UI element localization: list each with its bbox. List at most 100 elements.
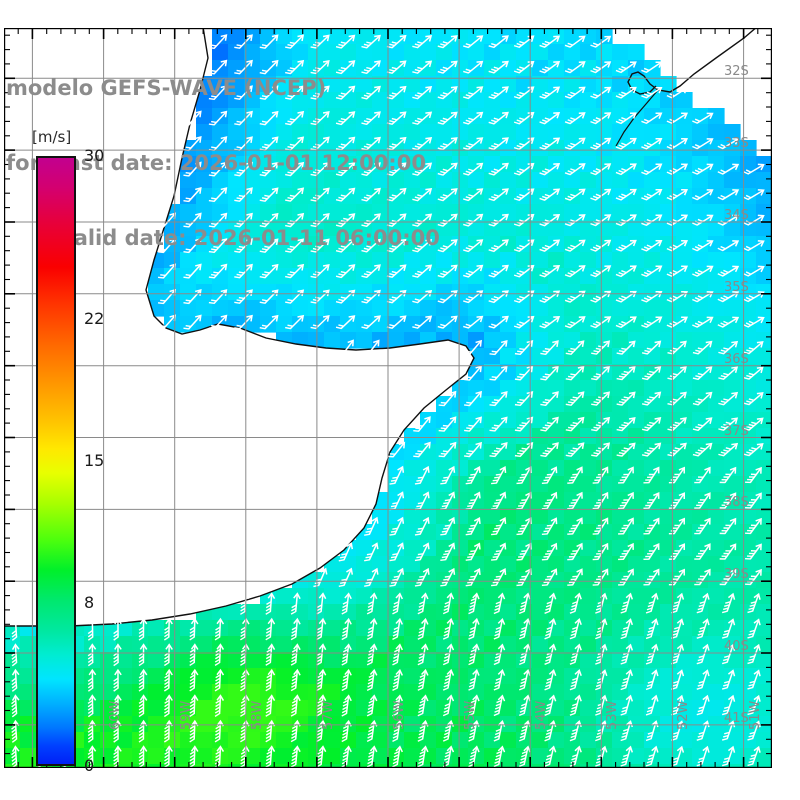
- field-cell: [500, 492, 517, 509]
- field-cell: [580, 284, 597, 301]
- field-cell: [452, 636, 469, 653]
- wind-barb: [590, 316, 612, 329]
- field-cell: [628, 252, 645, 269]
- field-cell: [356, 236, 373, 253]
- wind-barb: [138, 668, 148, 692]
- wind-barb: [366, 719, 378, 743]
- latitude-label: 37S: [724, 423, 749, 439]
- field-cell: [532, 76, 549, 93]
- field-cell: [676, 764, 693, 768]
- field-cell: [612, 412, 629, 429]
- field-cell: [628, 124, 645, 141]
- field-cell: [660, 124, 677, 141]
- wind-barb: [493, 745, 506, 768]
- field-cell: [244, 124, 261, 141]
- longitude-label: 53W: [605, 700, 621, 730]
- wind-barb: [442, 668, 455, 691]
- field-cell: [484, 236, 501, 253]
- wind-barb: [259, 263, 279, 279]
- wind-barb: [189, 694, 199, 718]
- field-cell: [324, 44, 341, 61]
- field-cell: [276, 604, 293, 621]
- wind-barb: [692, 138, 714, 150]
- field-cell: [548, 204, 565, 221]
- field-cell: [372, 684, 389, 701]
- field-cell: [308, 92, 325, 109]
- field-cell: [372, 556, 389, 573]
- wind-barb: [489, 441, 508, 458]
- wind-barb: [463, 137, 484, 151]
- field-cell: [452, 44, 469, 61]
- field-cell: [340, 188, 357, 205]
- wind-barb: [265, 668, 276, 692]
- field-cell: [324, 172, 341, 189]
- wind-barb: [590, 239, 612, 252]
- field-cell: [452, 428, 469, 445]
- field-cell: [260, 60, 277, 77]
- wind-barb: [718, 366, 739, 381]
- field-cell: [388, 44, 405, 61]
- wind-barb: [564, 137, 586, 150]
- field-cell: [612, 668, 629, 685]
- field-cell: [660, 236, 677, 253]
- field-cell: [612, 540, 629, 557]
- field-cell: [388, 684, 405, 701]
- field-cell: [708, 428, 725, 445]
- wind-barb: [620, 592, 634, 614]
- wind-barb: [694, 568, 711, 586]
- field-cell: [404, 444, 421, 461]
- wind-barb: [259, 238, 279, 253]
- field-cell: [500, 284, 517, 301]
- field-cell: [244, 44, 261, 61]
- wind-barb: [488, 86, 509, 100]
- wind-barb: [696, 618, 710, 639]
- wind-barb: [717, 214, 740, 226]
- field-cell: [100, 700, 117, 717]
- field-cell: [660, 524, 677, 541]
- field-cell: [628, 348, 645, 365]
- field-cell: [356, 44, 373, 61]
- field-cell: [708, 156, 725, 173]
- wind-barb: [463, 264, 484, 278]
- field-cell: [580, 124, 597, 141]
- field-cell: [532, 412, 549, 429]
- wind-barb: [335, 162, 356, 177]
- wind-barb: [717, 240, 740, 252]
- wind-barb: [641, 138, 663, 150]
- wind-barb: [389, 465, 405, 485]
- field-cell: [660, 508, 677, 525]
- field-cell: [356, 172, 373, 189]
- field-cell: [692, 236, 709, 253]
- wind-barb: [183, 110, 202, 126]
- wind-barb: [392, 668, 404, 691]
- field-cell: [596, 220, 613, 237]
- wind-barb: [493, 694, 506, 717]
- wind-barb: [214, 617, 225, 641]
- field-cell: [564, 348, 581, 365]
- wind-barb: [387, 441, 406, 458]
- field-cell: [628, 652, 645, 669]
- field-cell: [436, 204, 453, 221]
- field-cell: [340, 604, 357, 621]
- field-cell: [756, 572, 772, 589]
- field-cell: [564, 380, 581, 397]
- field-cell: [452, 268, 469, 285]
- field-cell: [644, 460, 661, 477]
- field-cell: [324, 204, 341, 221]
- field-cell: [580, 604, 597, 621]
- field-cell: [628, 92, 645, 109]
- field-cell: [420, 204, 437, 221]
- field-cell: [580, 620, 597, 637]
- field-cell: [564, 716, 581, 733]
- field-cell: [580, 492, 597, 509]
- field-cell: [276, 764, 293, 768]
- wind-barb: [464, 416, 483, 432]
- field-cell: [644, 556, 661, 573]
- field-cell: [484, 188, 501, 205]
- field-cell: [596, 428, 613, 445]
- field-cell: [756, 732, 772, 749]
- wind-barb: [513, 264, 535, 278]
- field-cell: [276, 76, 293, 93]
- latitude-label: 33S: [724, 136, 749, 152]
- field-cell: [500, 684, 517, 701]
